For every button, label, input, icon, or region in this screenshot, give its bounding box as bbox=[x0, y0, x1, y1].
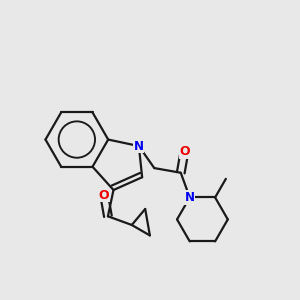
Text: O: O bbox=[179, 145, 190, 158]
Text: O: O bbox=[99, 189, 110, 202]
Text: N: N bbox=[134, 140, 144, 153]
Text: N: N bbox=[185, 191, 195, 204]
